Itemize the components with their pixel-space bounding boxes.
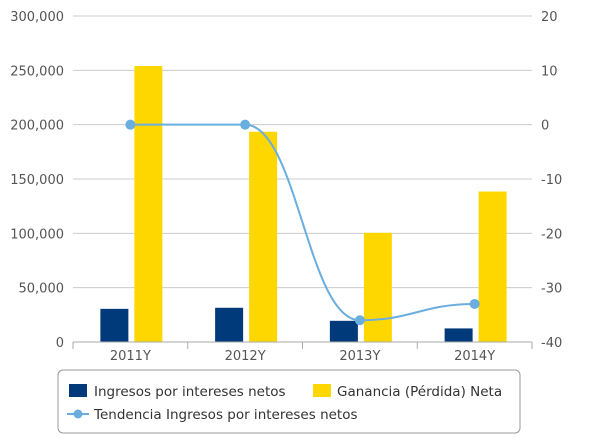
- x-tick-label: 2012Y: [225, 349, 266, 364]
- y-left-tick-label: 50,000: [19, 282, 65, 297]
- x-tick-label: 2013Y: [339, 349, 380, 364]
- trend-point: [240, 119, 251, 130]
- bar-ganancia: [134, 65, 163, 342]
- legend-box: [57, 369, 521, 434]
- y-left-tick-label: 150,000: [10, 173, 64, 188]
- y-left-tick-label: 300,000: [10, 10, 64, 25]
- y-axis-right: -40 -30 -20 -10 0 10 20: [541, 10, 562, 351]
- y-right-tick-label: 10: [541, 64, 558, 79]
- legend-label-tendencia[interactable]: Tendencia Ingresos por intereses netos: [93, 407, 358, 423]
- y-right-tick-label: -10: [541, 173, 562, 188]
- y-left-tick-label: 100,000: [10, 227, 64, 242]
- y-right-tick-label: -40: [541, 336, 562, 351]
- y-left-tick-label: 0: [56, 336, 64, 351]
- legend-label-ingresos[interactable]: Ingresos por intereses netos: [94, 384, 286, 400]
- trend-line: [125, 119, 480, 326]
- x-tick-label: 2014Y: [454, 349, 495, 364]
- x-axis-labels: 2011Y 2012Y 2013Y 2014Y: [110, 349, 495, 364]
- legend-label-ganancia[interactable]: Ganancia (Pérdida) Neta: [337, 384, 502, 400]
- y-axis-left: 0 50,000 100,000 150,000 200,000 250,000 300,0…: [10, 10, 64, 351]
- y-right-tick-label: 0: [541, 119, 549, 134]
- legend-swatch-ganancia[interactable]: [313, 384, 331, 397]
- y-right-tick-label: 20: [541, 10, 558, 25]
- x-axis: [72, 341, 533, 349]
- bar-ingresos: [215, 307, 244, 342]
- trend-point: [125, 119, 136, 130]
- bar-ganancia: [249, 131, 278, 342]
- bar-ganancia: [363, 232, 392, 342]
- y-left-tick-label: 200,000: [10, 119, 64, 134]
- legend-swatch-marker[interactable]: [73, 409, 83, 419]
- trend-line-path: [130, 123, 475, 322]
- trend-point: [469, 298, 480, 309]
- bar-ganancia: [478, 191, 507, 342]
- bar-ingresos: [100, 308, 129, 342]
- legend-swatch-ingresos[interactable]: [69, 384, 87, 397]
- bar-ingresos: [329, 320, 358, 342]
- y-right-tick-label: -20: [541, 227, 562, 242]
- bar-ingresos: [444, 328, 473, 342]
- legend: Ingresos por intereses netos Ganancia (P…: [57, 369, 521, 434]
- bars: [100, 65, 507, 342]
- y-left-tick-label: 250,000: [10, 64, 64, 79]
- trend-point: [354, 315, 365, 326]
- x-tick-label: 2011Y: [110, 349, 151, 364]
- y-right-tick-label: -30: [541, 282, 562, 297]
